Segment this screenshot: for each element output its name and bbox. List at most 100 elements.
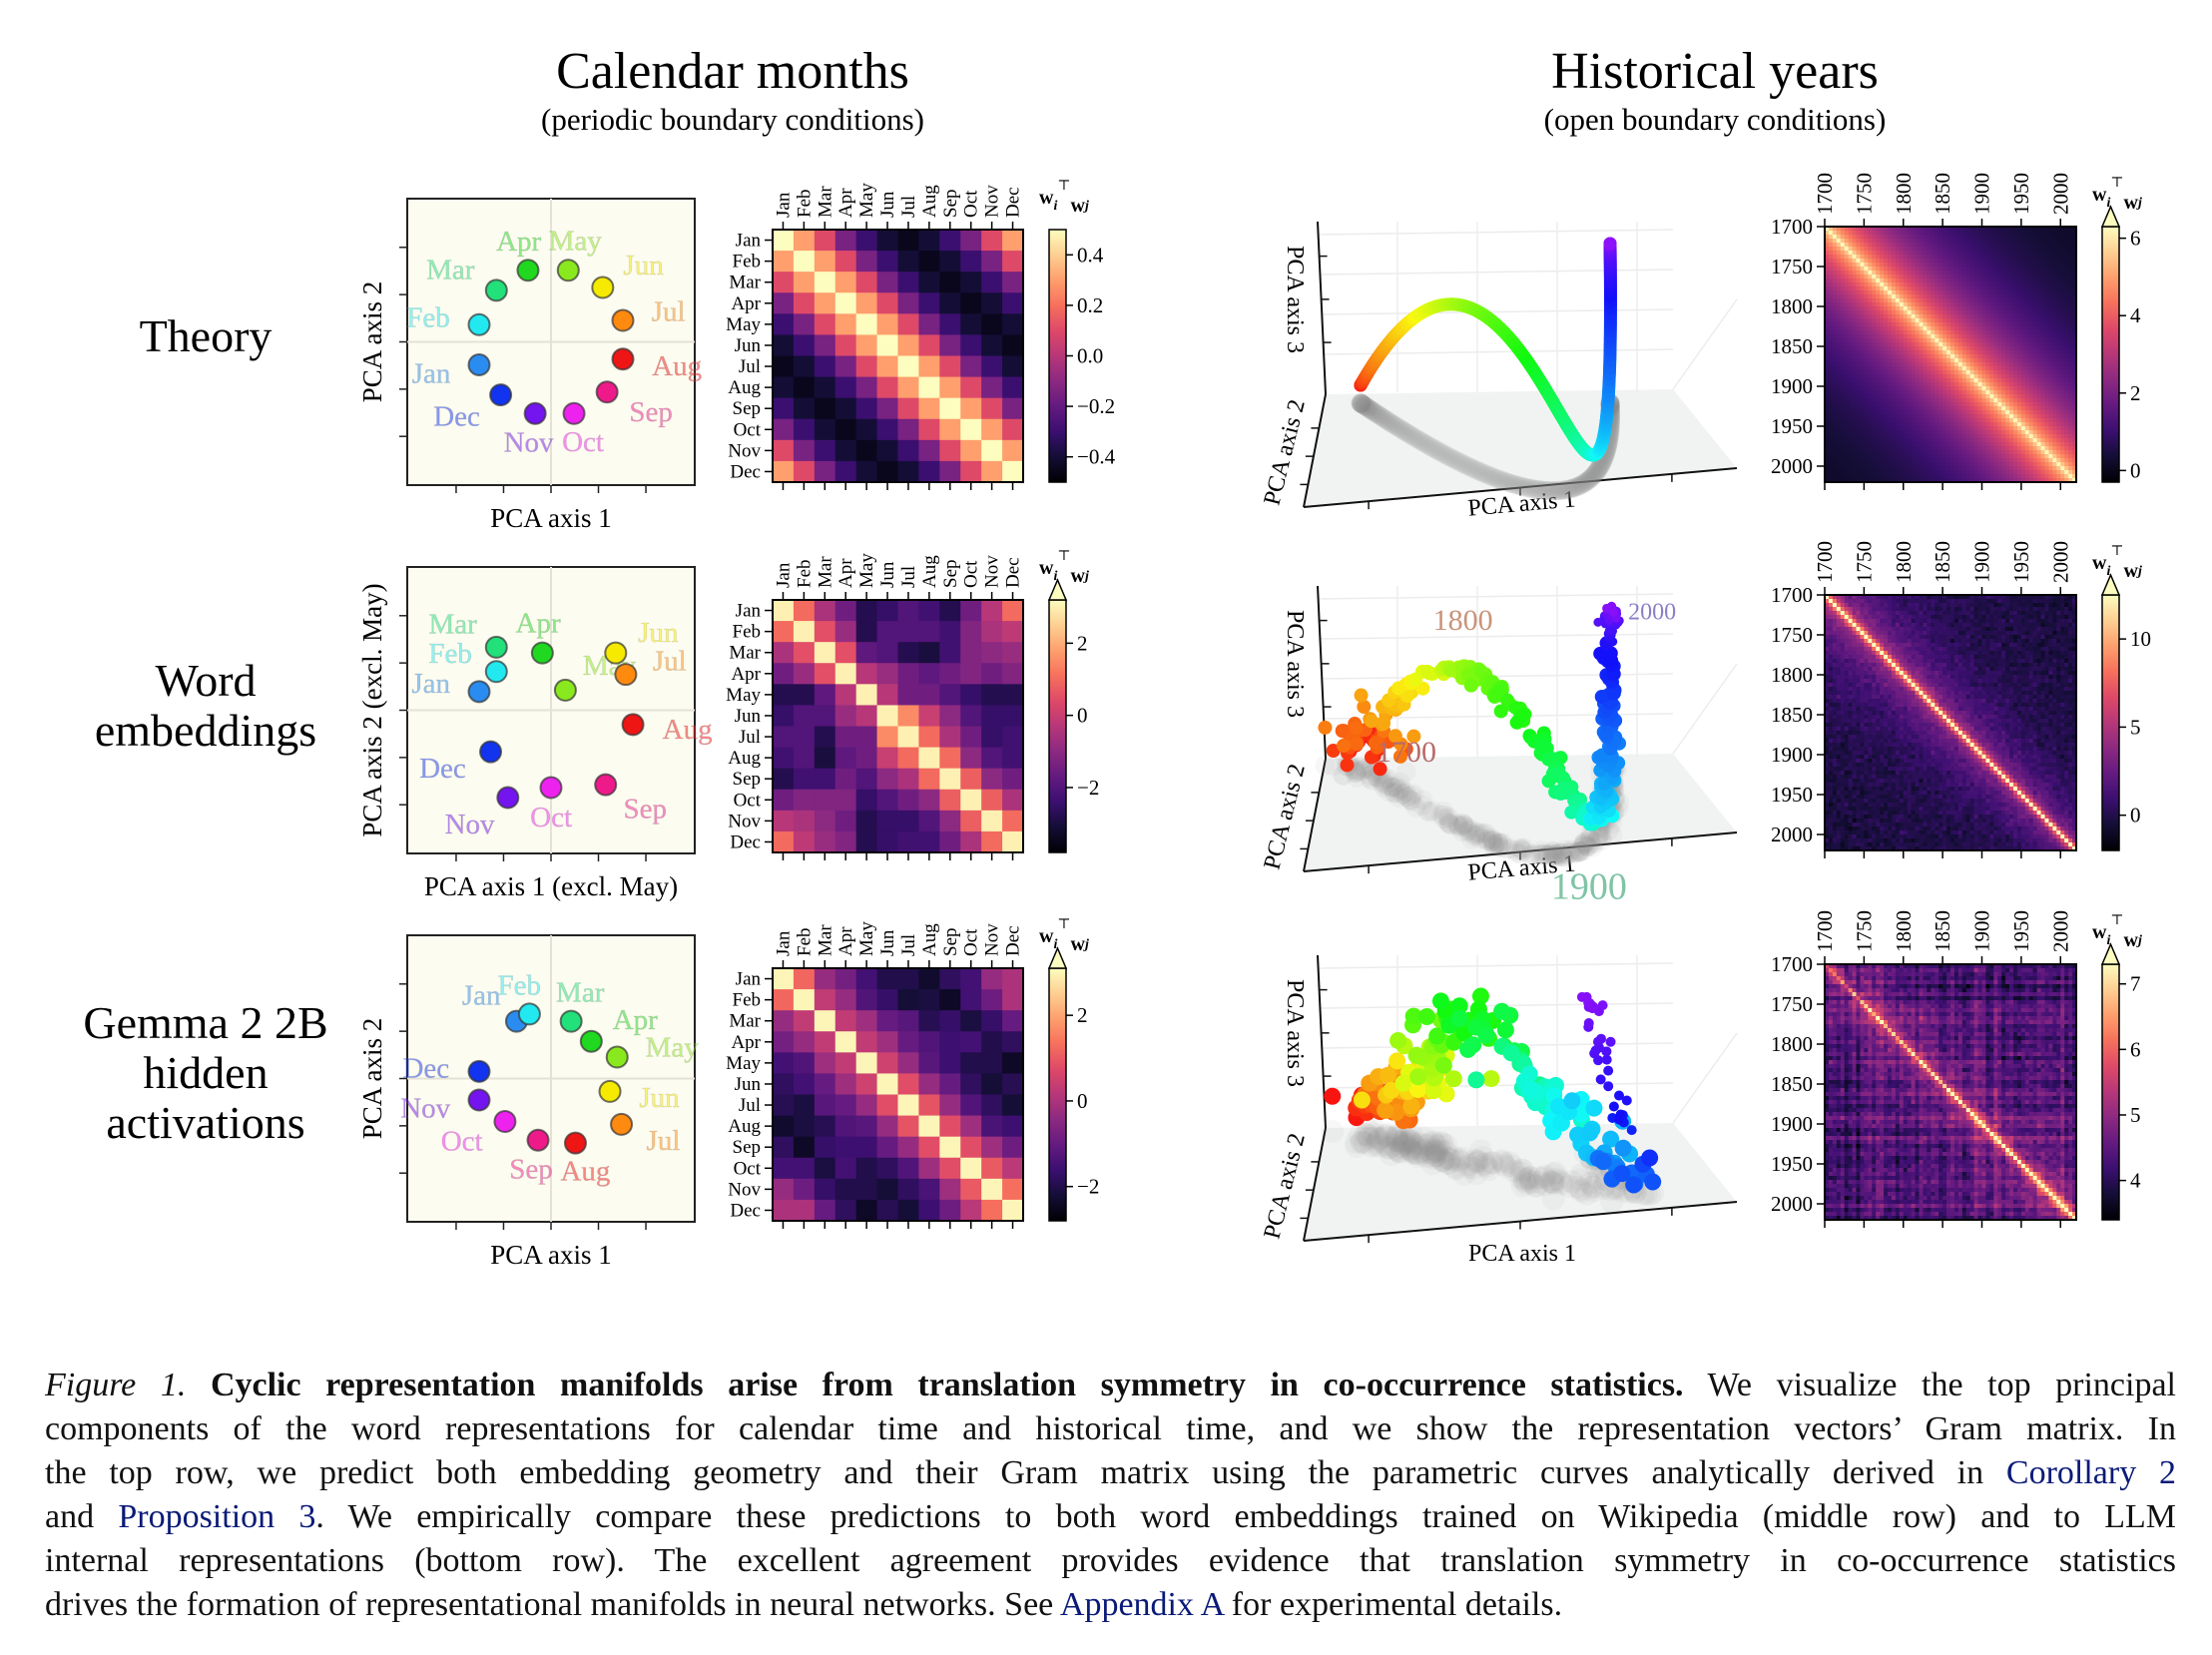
heatmap-cell — [1852, 462, 1857, 467]
heatmap-cell — [1915, 406, 1920, 411]
heatmap-cell — [1907, 290, 1913, 295]
heatmap-cell — [960, 230, 982, 252]
heatmap-cell — [1927, 247, 1932, 252]
heatmap-cell — [1931, 358, 1936, 363]
heatmap-cell — [1938, 434, 1943, 439]
heatmap-cell — [1961, 470, 1967, 475]
heatmap-cell — [855, 989, 878, 1011]
heatmap-cell — [1981, 442, 1986, 447]
heatmap-cell — [1985, 255, 1990, 260]
heatmap-cell — [1981, 322, 1986, 327]
heatmap-cell — [1888, 243, 1893, 248]
heatmap-cell — [1911, 263, 1916, 268]
heatmap-cell — [1993, 338, 1998, 343]
heatmap-cell — [2052, 354, 2057, 359]
heatmap-cell — [814, 1157, 836, 1180]
heatmap-cell — [1919, 294, 1924, 299]
heatmap-cell — [1872, 251, 1877, 256]
heatmap-cell — [1946, 271, 1951, 276]
heatmap-cell — [1825, 394, 1830, 399]
heatmap-cell — [1997, 450, 2002, 455]
heatmap-cell — [2044, 227, 2049, 232]
heatmap-cell — [2052, 406, 2057, 411]
heatmap-cell — [1844, 298, 1850, 303]
heatmap-cell — [1985, 454, 1990, 459]
heatmap-cell — [1977, 462, 1982, 467]
heatmap-cell — [1899, 438, 1905, 443]
heatmap-cell — [1880, 430, 1885, 435]
heatmap-cell — [1891, 294, 1897, 299]
heatmap-cell — [855, 705, 878, 727]
heatmap-cell — [773, 663, 795, 685]
heatmap-cell — [1977, 239, 1982, 244]
heatmap-cell — [960, 789, 982, 812]
heatmap-cell — [2060, 354, 2065, 359]
heatmap-cell — [2020, 398, 2026, 403]
heatmap-cell — [1825, 406, 1830, 411]
heatmap-cell — [2044, 326, 2049, 331]
heatmap-cell — [2020, 394, 2026, 399]
heatmap-cell — [1876, 263, 1881, 268]
heatmap-cell — [2024, 398, 2030, 403]
heatmap-cell — [1911, 358, 1916, 363]
heatmap-cell — [1907, 374, 1913, 379]
heatmap-cell — [1973, 350, 1978, 355]
heatmap-cell — [1965, 442, 1971, 447]
heatmap-cell — [1946, 294, 1951, 299]
heatmap-cell — [1923, 330, 1928, 335]
heatmap-cell — [1828, 406, 1834, 411]
heatmap-cell — [1965, 338, 1971, 343]
heatmap-cell — [2036, 362, 2041, 367]
heatmap-cell — [1864, 290, 1869, 295]
heatmap-cell — [1876, 259, 1881, 264]
heatmap-cell — [1895, 290, 1901, 295]
heatmap-cell — [1923, 366, 1928, 371]
heatmap-cell — [1899, 263, 1905, 268]
heatmap-cell — [1868, 410, 1873, 415]
heatmap-cell — [1915, 470, 1920, 475]
heatmap-cell — [2009, 267, 2014, 272]
heatmap-cell — [1919, 430, 1924, 435]
heatmap-cell — [1989, 446, 1994, 451]
heatmap-cell — [1884, 458, 1889, 463]
heatmap-cell — [1935, 326, 1939, 331]
heatmap-cell — [2005, 247, 2010, 252]
heatmap-cell — [1953, 314, 1959, 319]
heatmap-cell — [1844, 267, 1850, 272]
heatmap-cell — [1872, 278, 1877, 283]
heatmap-cell — [2032, 251, 2038, 256]
heatmap-cell — [1825, 414, 1830, 419]
heatmap-cell — [2056, 474, 2061, 479]
heatmap-cell — [918, 397, 940, 420]
heatmap-cell — [834, 600, 857, 622]
heatmap-cell — [2028, 466, 2034, 471]
heatmap-cell — [1923, 442, 1928, 447]
heatmap-cell — [2048, 350, 2053, 355]
heatmap-cell — [1942, 426, 1947, 431]
heatmap-cell — [1981, 314, 1986, 319]
heatmap-cell — [2068, 442, 2073, 447]
heatmap-cell — [2009, 390, 2014, 395]
heatmap-cell — [1836, 390, 1842, 395]
heatmap-cell — [1848, 275, 1853, 279]
heatmap-cell — [1856, 243, 1861, 248]
heatmap-cell — [1973, 306, 1978, 311]
heatmap-cell — [1938, 450, 1943, 455]
heatmap-cell — [773, 1052, 795, 1074]
heatmap-cell — [1872, 235, 1877, 240]
heatmap-cell — [2032, 342, 2038, 347]
heatmap-cell — [1888, 382, 1893, 387]
heatmap-cell — [1997, 346, 2002, 351]
heatmap-cell — [1911, 374, 1916, 379]
heatmap-cell — [1942, 478, 1947, 483]
heatmap-cell — [1872, 330, 1877, 335]
heatmap-cell — [2056, 310, 2061, 315]
heatmap-cell — [1973, 406, 1978, 411]
row-label-jul: Jul — [739, 356, 761, 377]
heatmap-cell — [2068, 318, 2073, 323]
heatmap-cell — [2028, 330, 2034, 335]
heatmap-cell — [1876, 231, 1881, 236]
heatmap-cell — [773, 1157, 795, 1180]
heatmap-cell — [2036, 334, 2041, 339]
heatmap-cell — [2001, 474, 2006, 479]
